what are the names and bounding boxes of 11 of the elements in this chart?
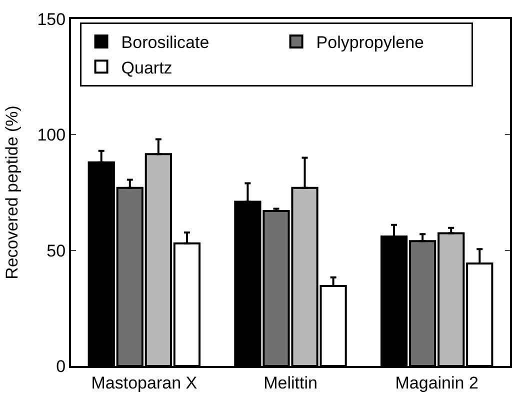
y-tick-label: 50	[46, 241, 66, 260]
legend-label: Borosilicate	[121, 33, 210, 52]
legend-label: Polypropylene	[316, 33, 424, 52]
y-tick-label: 100	[37, 126, 66, 145]
x-tick-label: Mastoparan X	[91, 373, 198, 392]
legend-label: Quartz	[121, 58, 172, 78]
x-tick-label: Magainin 2	[395, 373, 478, 392]
y-tick-label: 150	[37, 10, 66, 29]
x-tick-label: Melittin	[264, 373, 318, 392]
y-axis-title: Recovered peptide (%)	[2, 106, 22, 280]
y-tick-label: 0	[56, 356, 66, 376]
